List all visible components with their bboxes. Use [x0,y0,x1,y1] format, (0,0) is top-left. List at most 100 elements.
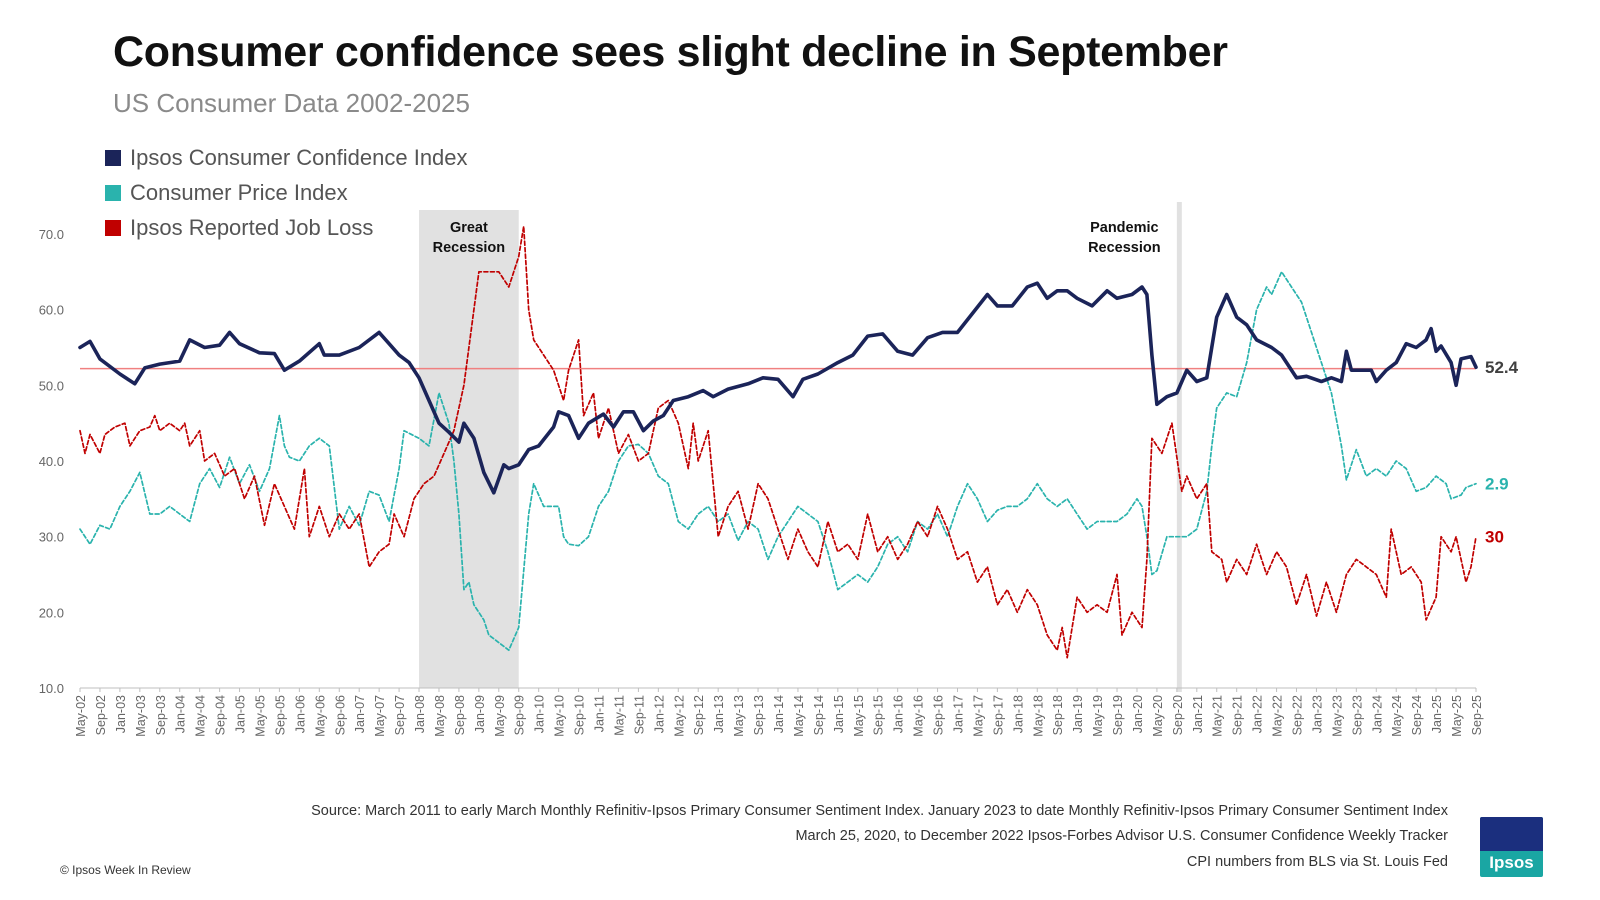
legend-swatch-consumer-price-index [105,184,121,201]
y-tick-label: 70.0 [39,227,64,242]
y-tick-label: 20.0 [39,605,64,620]
x-tick-label: Jan-14 [772,695,786,733]
x-tick-label: Jan-16 [892,695,906,733]
x-tick-label: Sep-14 [812,695,826,735]
axes-layer: 10.0 20.0 30.0 40.0 50.0 60.0 70.0 May-02 Sep-02… [39,227,1484,737]
x-tick-label: Sep-21 [1231,695,1245,735]
series-line-ipsos-reported-job-loss [79,225,1477,659]
x-tick-label: May-03 [134,695,148,737]
x-tick-label: Jan-09 [473,695,487,733]
x-tick-label: Jan-08 [413,695,427,733]
x-tick-label: May-16 [912,695,926,737]
x-tick-label: May-13 [732,695,746,737]
x-tick-label: May-21 [1211,695,1225,737]
x-tick-label: Sep-15 [872,695,886,735]
logo-wordmark: Ipsos [1489,853,1534,872]
x-tick-label: Jan-17 [951,695,965,733]
x-tick-label: May-17 [971,695,985,737]
x-tick-label: Jan-25 [1430,695,1444,733]
x-tick-label: Sep-07 [393,695,407,735]
x-tick-label: May-23 [1330,695,1344,737]
x-tick-label: May-15 [852,695,866,737]
x-tick-label: Sep-18 [1051,695,1065,735]
x-tick-label: May-18 [1031,695,1045,737]
x-tick-label: May-24 [1390,695,1404,737]
x-tick-label: May-19 [1091,695,1105,737]
source-note-line-1: Source: March 2011 to early March Monthl… [311,803,1448,819]
y-tick-label: 30.0 [39,530,64,545]
x-tick-label: May-04 [194,695,208,737]
x-tick-label: Sep-08 [453,695,467,735]
x-tick-label: May-09 [493,695,507,737]
x-tick-label: Jan-05 [234,695,248,733]
x-tick-label: Jan-11 [593,695,607,732]
legend-label: Ipsos Reported Job Loss [130,214,374,240]
recession-label-line-2: Recession [1088,240,1161,256]
x-tick-label: May-14 [792,695,806,737]
x-tick-label: May-12 [672,695,686,737]
legend-item-job-loss: Ipsos Reported Job Loss [105,210,468,245]
x-tick-label: Sep-05 [273,695,287,735]
recession-shading-layer: Great Recession Pandemic Recession [419,202,1182,692]
x-tick-label: Jan-23 [1310,695,1324,733]
y-tick-label: 50.0 [39,378,64,393]
x-tick-label: Jan-15 [832,695,846,733]
x-tick-label: Jan-24 [1370,695,1384,733]
end-label-ipsos-consumer-confidence-index: 52.4 [1485,358,1519,377]
source-note-line-2: March 25, 2020, to December 2022 Ipsos-F… [795,828,1448,844]
x-tick-label: Sep-06 [333,695,347,735]
end-label-consumer-price-index: 2.9 [1485,475,1509,494]
x-tick-label: Jan-22 [1251,695,1265,733]
legend-item-confidence-index: Ipsos Consumer Confidence Index [105,140,468,175]
end-labels-layer: 2.9 30 52.4 [1485,358,1519,546]
x-tick-label: Jan-07 [353,695,367,733]
legend-swatch-job-loss [105,219,121,236]
x-tick-label: May-10 [553,695,567,737]
x-tick-label: May-22 [1271,695,1285,737]
chart-title: Consumer confidence sees slight decline … [113,28,1228,76]
copyright-text: © Ipsos Week In Review [60,863,191,877]
x-tick-label: Sep-16 [932,695,946,735]
y-tick-label: 10.0 [39,681,64,696]
recession-label-line-1: Great [450,220,488,236]
x-tick-label: Sep-23 [1350,695,1364,735]
recession-label-line-1: Pandemic [1090,220,1159,236]
x-tick-label: Jan-06 [293,695,307,733]
x-tick-label: Jan-03 [114,695,128,733]
x-tick-label: Jan-04 [174,695,188,733]
x-tick-label: Jan-21 [1191,695,1205,733]
y-tick-label: 40.0 [39,454,64,469]
x-tick-label: May-06 [313,695,327,737]
y-tick-label: 60.0 [39,303,64,318]
legend-label: Consumer Price Index [130,179,348,205]
legend-label: Ipsos Consumer Confidence Index [130,144,468,170]
x-tick-label: Sep-03 [154,695,168,735]
source-note-line-3: CPI numbers from BLS via St. Louis Fed [1186,854,1448,870]
x-tick-label: May-25 [1450,695,1464,737]
series-lines-layer [78,225,1478,659]
ipsos-logo: Ipsos [1480,817,1543,877]
x-tick-label: Sep-20 [1171,695,1185,735]
x-tick-label: Sep-24 [1410,695,1424,735]
x-tick-label: Sep-13 [752,695,766,735]
recession-shading [1176,202,1182,692]
x-tick-label: May-07 [373,695,387,737]
legend-swatch-confidence-index [105,149,121,166]
legend-item-consumer-price-index: Consumer Price Index [105,175,468,210]
x-tick-label: Sep-11 [632,695,646,734]
chart-subtitle: US Consumer Data 2002-2025 [113,88,470,118]
recession-label-line-2: Recession [433,240,506,256]
x-tick-label: Jan-20 [1131,695,1145,733]
x-tick-label: Jan-10 [533,695,547,733]
x-tick-label: May-05 [253,695,267,737]
x-tick-label: Sep-02 [94,695,108,735]
end-label-ipsos-reported-job-loss: 30 [1485,528,1504,547]
x-tick-label: Sep-10 [573,695,587,735]
logo-figure-icon [1480,817,1543,851]
x-tick-label: May-11 [612,695,626,736]
x-tick-label: May-02 [74,695,88,737]
x-tick-label: Sep-09 [513,695,527,735]
x-tick-label: May-20 [1151,695,1165,737]
x-tick-label: Sep-25 [1470,695,1484,735]
